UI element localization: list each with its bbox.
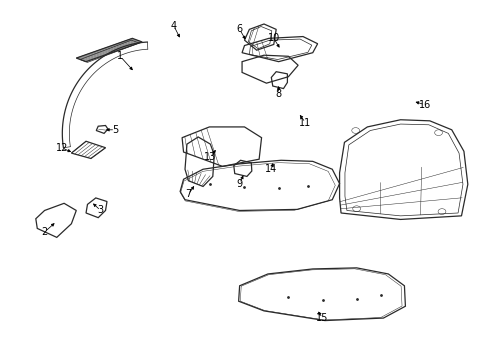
Text: 3: 3 xyxy=(98,206,103,216)
Text: 12: 12 xyxy=(55,143,68,153)
Text: 10: 10 xyxy=(267,33,279,43)
Text: 11: 11 xyxy=(299,118,311,128)
Text: 6: 6 xyxy=(236,24,242,35)
Text: 7: 7 xyxy=(185,189,191,199)
Text: 13: 13 xyxy=(204,152,216,162)
Text: 16: 16 xyxy=(418,100,430,110)
Text: 14: 14 xyxy=(264,164,277,174)
Text: 5: 5 xyxy=(112,125,118,135)
Text: 2: 2 xyxy=(41,227,48,237)
Text: 9: 9 xyxy=(236,179,242,189)
Text: 15: 15 xyxy=(316,313,328,323)
Text: 1: 1 xyxy=(117,51,123,61)
Text: 4: 4 xyxy=(170,21,177,31)
Text: 8: 8 xyxy=(275,89,281,99)
